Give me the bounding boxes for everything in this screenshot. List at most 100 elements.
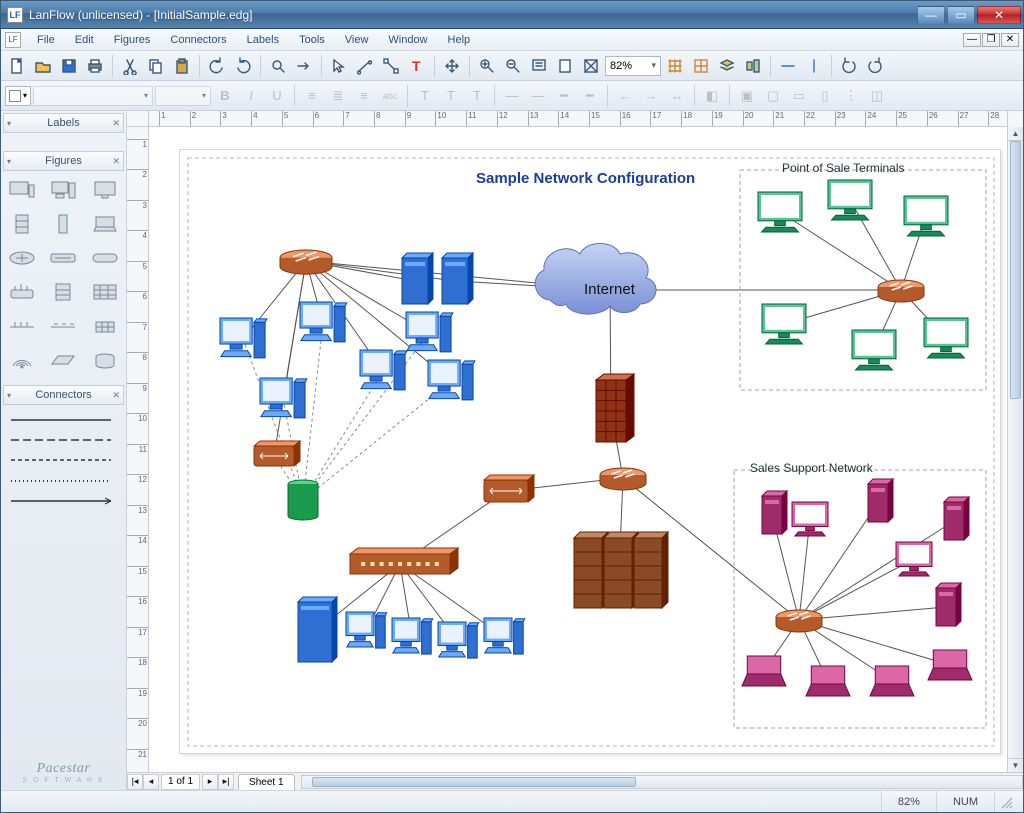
device-tower[interactable]	[442, 253, 473, 304]
zoom-fit-icon[interactable]	[579, 54, 603, 78]
device-firewall[interactable]	[596, 374, 634, 442]
drawing-canvas[interactable]: Point of Sale TerminalsSales Support Net…	[149, 127, 1007, 772]
prev-page-button[interactable]: ◂	[143, 774, 159, 790]
copy-icon[interactable]	[144, 54, 168, 78]
align-left-icon[interactable]: ≡	[300, 84, 324, 108]
align-right-icon[interactable]: ≡	[352, 84, 376, 108]
bold-icon[interactable]: B	[213, 84, 237, 108]
tower-icon[interactable]	[44, 211, 82, 237]
device-pc[interactable]	[360, 350, 407, 390]
close-icon[interactable]: ✕	[112, 156, 120, 167]
device-tower[interactable]	[868, 479, 893, 522]
align-h-icon[interactable]: ▭	[787, 84, 811, 108]
underline-icon[interactable]: U	[265, 84, 289, 108]
device-tower[interactable]	[762, 491, 787, 534]
find-icon[interactable]	[266, 54, 290, 78]
connector-line-icon[interactable]	[353, 54, 377, 78]
save-icon[interactable]	[57, 54, 81, 78]
device-pc[interactable]	[428, 360, 475, 400]
device-switch[interactable]	[484, 475, 534, 502]
fill-color-button[interactable]: ▾	[5, 86, 31, 106]
wall-icon[interactable]	[86, 279, 124, 305]
switch-icon[interactable]	[44, 245, 82, 271]
first-page-button[interactable]: |◂	[127, 774, 143, 790]
zoom-combo[interactable]: 82% ▾	[605, 56, 661, 76]
device-monitor[interactable]	[762, 304, 806, 344]
device-tower[interactable]	[944, 497, 969, 540]
menu-connectors[interactable]: Connectors	[160, 30, 236, 50]
connector-dotted[interactable]	[7, 474, 120, 488]
scroll-down-icon[interactable]: ▼	[1008, 758, 1023, 772]
line-med-icon[interactable]: ━	[552, 84, 576, 108]
align-center-icon[interactable]: ≣	[326, 84, 350, 108]
menu-tools[interactable]: Tools	[289, 30, 335, 50]
device-laptop[interactable]	[742, 656, 786, 686]
next-page-button[interactable]: ▸	[202, 774, 218, 790]
hub-icon[interactable]	[86, 245, 124, 271]
hline-icon[interactable]	[776, 54, 800, 78]
distribute-icon[interactable]: ⋮	[839, 84, 863, 108]
device-pc[interactable]	[438, 622, 479, 658]
textlabel-icon[interactable]: abc	[378, 84, 402, 108]
window-minimize-button[interactable]: —	[917, 6, 945, 24]
text-icon[interactable]: T	[405, 54, 429, 78]
device-router[interactable]	[600, 468, 646, 490]
device-router[interactable]	[280, 250, 332, 274]
text-top-icon[interactable]: T	[413, 84, 437, 108]
device-monitor[interactable]	[924, 318, 968, 358]
menu-edit[interactable]: Edit	[65, 30, 104, 50]
snap-icon[interactable]	[689, 54, 713, 78]
new-doc-icon[interactable]	[5, 54, 29, 78]
connectors-panel-header[interactable]: ▾ Connectors ✕	[3, 385, 124, 405]
grid-icon[interactable]	[663, 54, 687, 78]
device-patch[interactable]	[350, 548, 458, 574]
modem-icon[interactable]	[3, 279, 41, 305]
italic-icon[interactable]: I	[239, 84, 263, 108]
connector-node-icon[interactable]	[379, 54, 403, 78]
goto-icon[interactable]	[292, 54, 316, 78]
wireless-icon[interactable]	[3, 348, 41, 374]
device-pc[interactable]	[484, 618, 525, 654]
rack-icon[interactable]	[44, 279, 82, 305]
server-icon[interactable]	[3, 211, 41, 237]
slab-icon[interactable]	[44, 348, 82, 374]
device-laptop[interactable]	[928, 650, 972, 680]
device-tower[interactable]	[298, 597, 337, 662]
router-icon[interactable]	[3, 245, 41, 271]
close-icon[interactable]: ✕	[112, 390, 120, 401]
paste-icon[interactable]	[170, 54, 194, 78]
workstation-icon[interactable]	[44, 177, 82, 203]
arrow-start-icon[interactable]: ←	[613, 84, 637, 108]
undo-icon[interactable]	[205, 54, 229, 78]
patch-icon[interactable]	[86, 314, 124, 340]
device-pc[interactable]	[392, 618, 433, 654]
resize-grip-icon[interactable]	[999, 795, 1013, 809]
device-monitor[interactable]	[896, 542, 932, 576]
pc-icon[interactable]	[3, 177, 41, 203]
align-icon[interactable]	[741, 54, 765, 78]
menu-view[interactable]: View	[335, 30, 379, 50]
device-monitor[interactable]	[852, 330, 896, 370]
zoom-page-icon[interactable]	[553, 54, 577, 78]
redo-icon[interactable]	[231, 54, 255, 78]
device-pc[interactable]	[406, 312, 453, 352]
device-tower[interactable]	[402, 253, 433, 304]
group-icon[interactable]: ▣	[735, 84, 759, 108]
layers-icon[interactable]	[715, 54, 739, 78]
print-icon[interactable]	[83, 54, 107, 78]
align-v-icon[interactable]: ▯	[813, 84, 837, 108]
device-laptop[interactable]	[870, 666, 914, 696]
bring-front-icon[interactable]: ◧	[700, 84, 724, 108]
scroll-up-icon[interactable]: ▲	[1008, 127, 1023, 141]
device-router[interactable]	[878, 280, 924, 302]
monitor-icon[interactable]	[86, 177, 124, 203]
device-monitor[interactable]	[758, 192, 802, 232]
pointer-icon[interactable]	[327, 54, 351, 78]
mdi-close-button[interactable]: ✕	[1001, 33, 1019, 47]
device-pc[interactable]	[260, 378, 307, 418]
device-cylinder[interactable]	[288, 480, 318, 520]
text-bot-icon[interactable]: T	[465, 84, 489, 108]
device-laptop[interactable]	[806, 666, 850, 696]
pan-icon[interactable]	[440, 54, 464, 78]
bus-icon[interactable]	[44, 314, 82, 340]
